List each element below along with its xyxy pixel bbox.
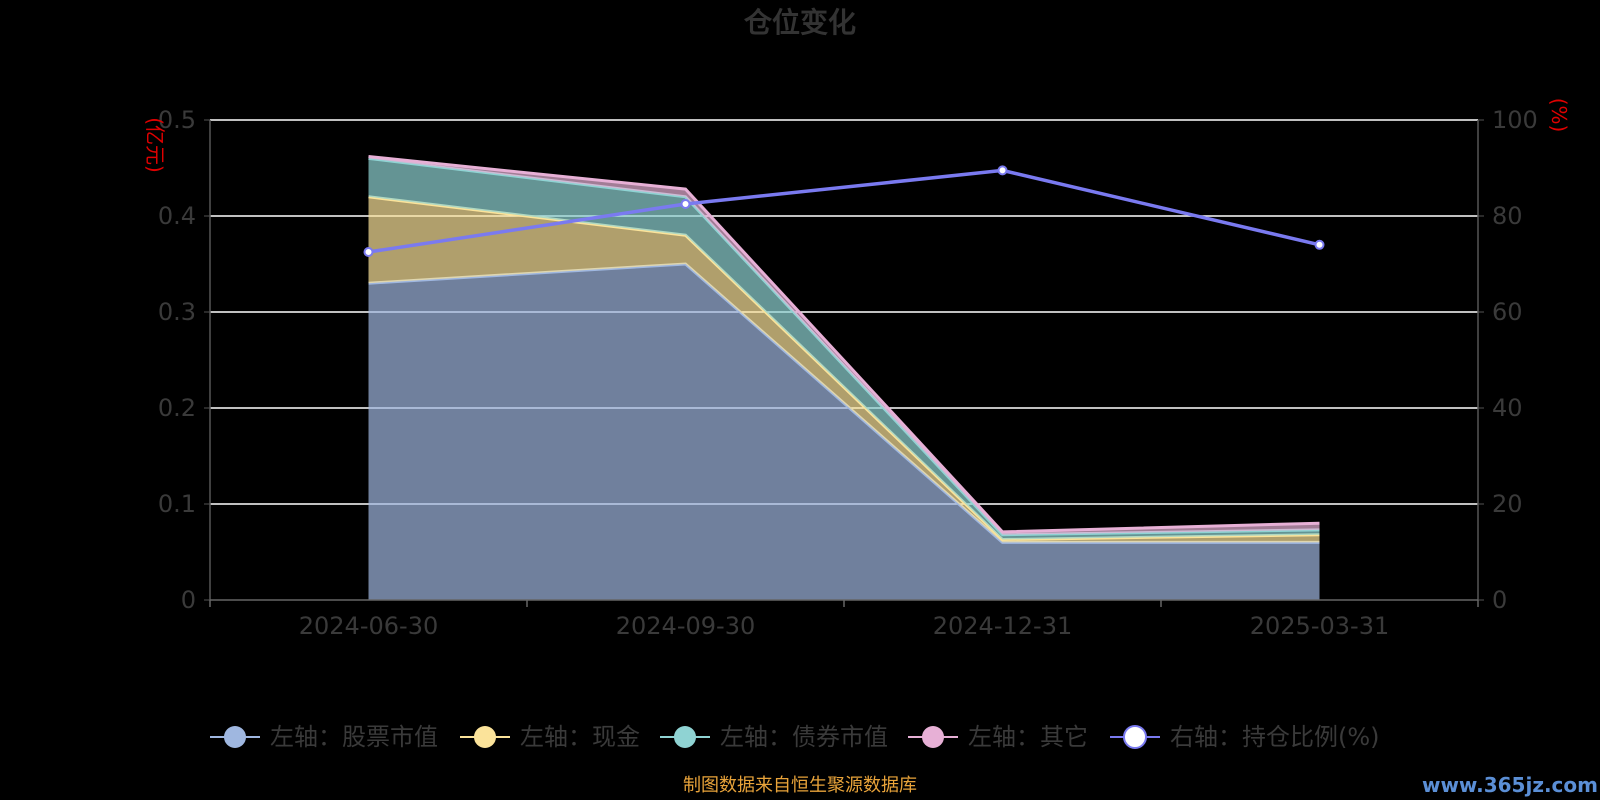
legend-label: 右轴：持仓比例(%): [1170, 723, 1380, 751]
line-point: [363, 247, 374, 257]
right-tick-label: 20: [1492, 490, 1523, 518]
left-tick-label: 0.1: [158, 490, 196, 518]
line-右轴：持仓比例(%): [368, 168, 1320, 254]
source-note: 制图数据来自恒生聚源数据库: [683, 775, 917, 796]
legend-item: 左轴：现金: [460, 723, 640, 751]
line-point: [680, 199, 691, 209]
left-tick-label: 0: [181, 586, 196, 614]
right-tick-label: 100: [1492, 106, 1538, 134]
left-tick-label: 0.2: [158, 394, 196, 422]
legend-marker: [224, 726, 246, 748]
chart-title: 仓位变化: [744, 6, 856, 39]
stacked-areas: [368, 154, 1320, 600]
legend-item: 右轴：持仓比例(%): [1110, 723, 1380, 751]
legend-marker: [674, 726, 696, 748]
area-edge-左轴：债券市值: [368, 156, 1320, 537]
left-tick-label: 0.4: [158, 202, 196, 230]
legend-item: 左轴：其它: [908, 723, 1088, 751]
legend-marker: [1123, 725, 1147, 749]
area-edge-左轴：其它: [368, 154, 1320, 534]
legend-item: 左轴：股票市值: [210, 723, 438, 751]
series-lines: [363, 165, 1325, 257]
legend: 左轴：股票市值 左轴：现金 左轴：债券市值 左轴：其它 右轴：持仓比例(%): [210, 723, 1380, 751]
x-tick-label: 2024-06-30: [299, 612, 438, 640]
x-tick-label: 2025-03-31: [1250, 612, 1389, 640]
right-tick-label: 60: [1492, 298, 1523, 326]
legend-marker: [474, 726, 496, 748]
legend-marker: [922, 726, 944, 748]
left-tick-label: 0.5: [158, 106, 196, 134]
area-左轴：股票市值: [368, 264, 1320, 600]
x-tick-label: 2024-09-30: [616, 612, 755, 640]
legend-item: 左轴：债券市值: [660, 723, 888, 751]
legend-label: 左轴：其它: [968, 723, 1088, 751]
legend-label: 左轴：债券市值: [720, 723, 888, 751]
right-tick-label: 0: [1492, 586, 1507, 614]
legend-label: 左轴：现金: [520, 723, 640, 751]
area-左轴：债券市值: [368, 158, 1320, 540]
left-axis-unit: (亿元): [143, 117, 167, 173]
line-point: [997, 165, 1008, 176]
right-tick-label: 40: [1492, 394, 1523, 422]
legend-label: 左轴：股票市值: [270, 723, 438, 751]
right-tick-label: 80: [1492, 202, 1523, 230]
area-左轴：现金: [368, 196, 1320, 543]
axes: 0 0 0.1 20 0.2 40 0.3 60 0.4 80 0.5 100 2024-06-30 20…: [158, 106, 1538, 640]
watermark: www.365jz.com: [1422, 773, 1598, 797]
left-tick-label: 0.3: [158, 298, 196, 326]
x-tick-label: 2024-12-31: [933, 612, 1072, 640]
line-point: [1314, 239, 1325, 250]
right-axis-unit: (%): [1547, 98, 1571, 133]
